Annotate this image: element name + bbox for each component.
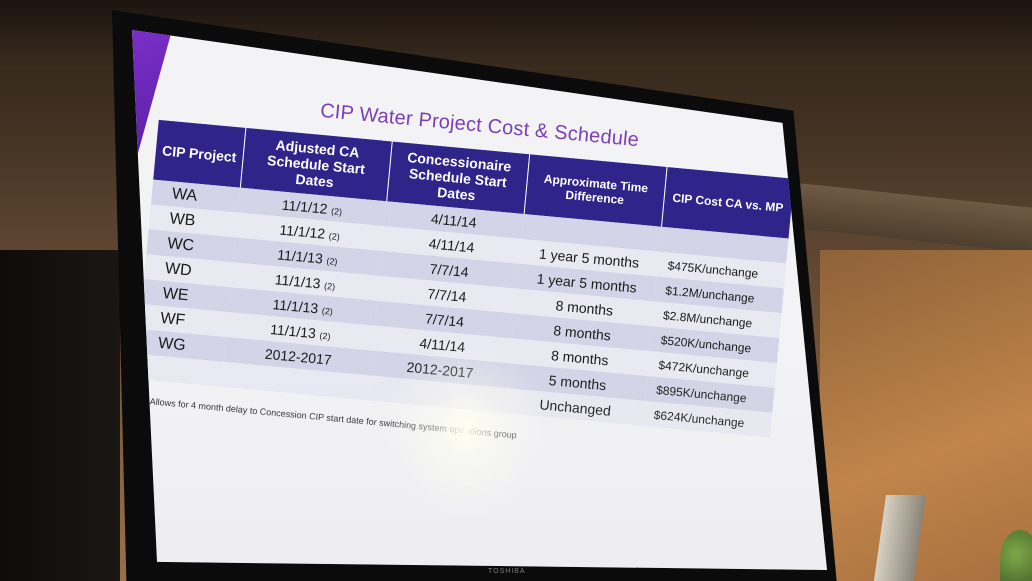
adjusted-date-value: 11/1/13 <box>274 270 322 291</box>
adjusted-date-value: 11/1/13 <box>272 295 319 316</box>
adjusted-date-value: 2012-2017 <box>264 345 333 368</box>
footnote-ref: (2) <box>328 230 341 242</box>
adjusted-date-value: 11/1/13 <box>276 245 324 267</box>
plant <box>1000 530 1032 581</box>
adjusted-date-value: 11/1/12 <box>278 221 326 242</box>
left-shadow <box>0 250 120 581</box>
footnote-ref: (2) <box>319 330 332 342</box>
footnote-ref: (2) <box>323 280 336 292</box>
adjusted-date-value: 11/1/13 <box>269 320 317 341</box>
cost-schedule-table: CIP Project Adjusted CA Schedule Start D… <box>134 119 795 438</box>
footnote-ref: (2) <box>321 305 334 317</box>
slide: CIP Water Project Cost & Schedule CIP Pr… <box>132 85 799 464</box>
footnote-ref: (2) <box>326 255 338 267</box>
monitor-brand: TOSHIBA <box>488 568 526 575</box>
wall-right <box>820 250 1032 581</box>
adjusted-date-value: 11/1/12 <box>281 196 329 217</box>
header-cip-project: CIP Project <box>153 119 246 188</box>
footnote-ref: (2) <box>330 205 343 217</box>
